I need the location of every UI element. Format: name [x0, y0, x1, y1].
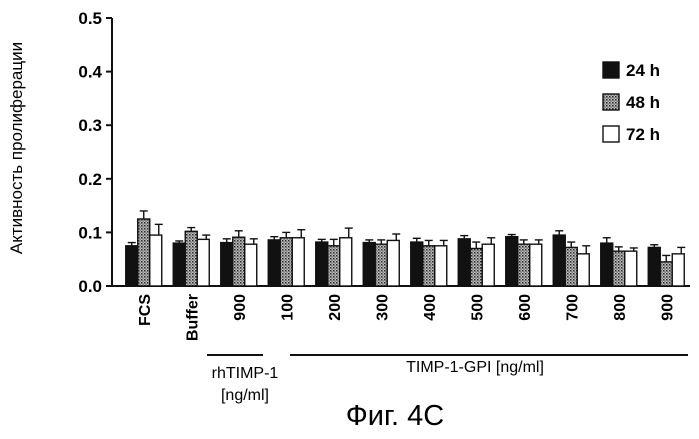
bar-72h-400 — [435, 246, 447, 286]
bar-24h-400 — [411, 242, 423, 286]
category-label-200: 200 — [327, 294, 344, 321]
bar-48h-300 — [375, 244, 387, 286]
bar-72h-900 — [672, 254, 684, 286]
bar-24h-500 — [458, 239, 470, 286]
legend-label-24h: 24 h — [626, 61, 660, 80]
category-label-Buffer: Buffer — [184, 294, 201, 341]
y-tick-label: 0.0 — [78, 277, 102, 296]
bar-24h-700 — [553, 235, 565, 286]
bar-48h-200 — [328, 246, 340, 286]
category-label-100: 100 — [279, 294, 296, 321]
y-tick-label: 0.2 — [78, 170, 102, 189]
y-axis-label: Активность пролиферации — [7, 42, 26, 254]
bar-24h-900 — [221, 243, 233, 286]
category-label-FCS: FCS — [137, 294, 154, 326]
bar-24h-600 — [506, 237, 518, 286]
category-label-400: 400 — [422, 294, 439, 321]
bar-72h-FCS — [150, 235, 162, 286]
bar-48h-900 — [233, 237, 245, 286]
figure-caption: Фиг. 4C — [346, 400, 444, 432]
y-tick-label: 0.5 — [78, 9, 102, 28]
y-tick-label: 0.3 — [78, 116, 102, 135]
bar-72h-800 — [625, 251, 637, 286]
y-tick-label: 0.4 — [78, 63, 102, 82]
bar-48h-100 — [280, 238, 292, 286]
category-label-700: 700 — [564, 294, 581, 321]
bar-72h-100 — [292, 238, 304, 286]
category-label-900: 900 — [232, 294, 249, 321]
group-label-timp-gpi: TIMP-1-GPI [ng/ml] — [406, 359, 544, 376]
category-label-600: 600 — [517, 294, 534, 321]
category-label-500: 500 — [469, 294, 486, 321]
legend-swatch-72h — [603, 126, 619, 142]
bar-72h-Buffer — [197, 239, 209, 286]
bar-72h-900 — [245, 244, 257, 286]
legend-label-72h: 72 h — [626, 125, 660, 144]
bar-48h-800 — [613, 251, 625, 286]
bar-24h-200 — [316, 242, 328, 286]
bar-72h-700 — [577, 254, 589, 286]
bar-24h-300 — [363, 243, 375, 286]
bar-48h-Buffer — [185, 231, 197, 286]
legend-swatch-48h — [603, 94, 619, 110]
category-label-900: 900 — [659, 294, 676, 321]
bar-24h-800 — [601, 243, 613, 286]
bar-48h-FCS — [138, 219, 150, 286]
bar-48h-600 — [518, 244, 530, 286]
bar-48h-500 — [470, 248, 482, 286]
bar-72h-200 — [340, 238, 352, 286]
bar-24h-Buffer — [173, 243, 185, 286]
bar-72h-300 — [387, 240, 399, 286]
bar-24h-100 — [268, 240, 280, 286]
bar-24h-FCS — [126, 246, 138, 286]
y-tick-label: 0.1 — [78, 223, 102, 242]
legend-label-48h: 48 h — [626, 93, 660, 112]
bar-48h-400 — [423, 246, 435, 286]
legend-swatch-24h — [603, 62, 619, 78]
category-label-300: 300 — [374, 294, 391, 321]
group-label-rhtimp: rhTIMP-1 — [212, 365, 279, 382]
bar-72h-500 — [482, 244, 494, 286]
group-label-rhtimp-unit: [ng/ml] — [221, 387, 269, 404]
bar-48h-700 — [565, 247, 577, 286]
category-label-800: 800 — [612, 294, 629, 321]
bar-24h-900 — [648, 247, 660, 286]
bar-72h-600 — [530, 244, 542, 286]
bar-chart: Активность пролиферации 0.0 0.1 0.2 0.3 0.4 0… — [0, 0, 699, 439]
bar-48h-900 — [660, 262, 672, 286]
